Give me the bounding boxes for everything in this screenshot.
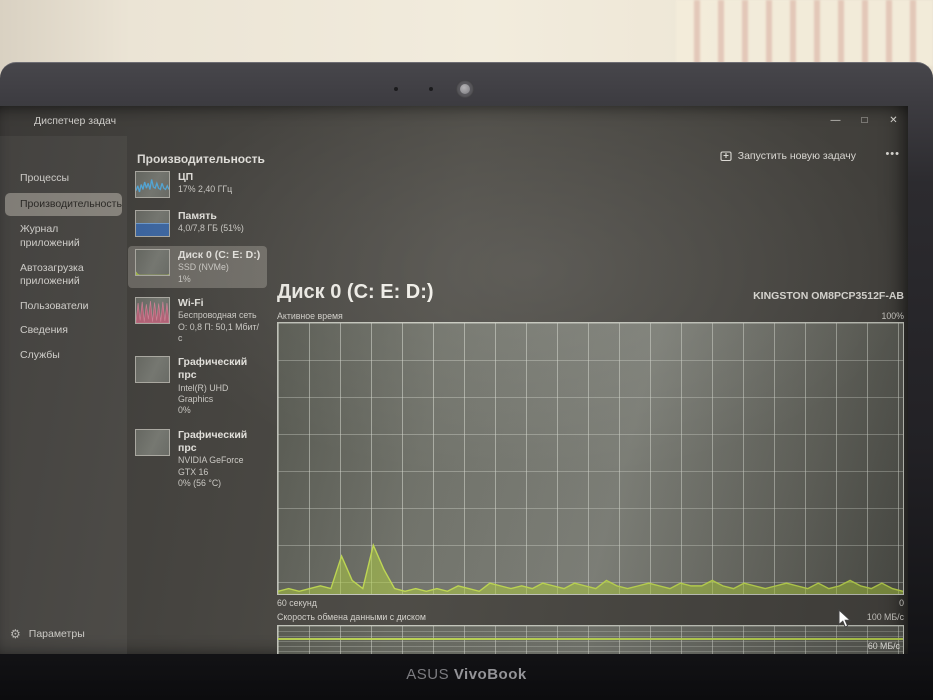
memory-mini-chart: [135, 210, 170, 237]
chart2-label: Скорость обмена данными с диском: [277, 612, 426, 622]
laptop-screen: Диспетчер задач — □ ✕ Процессы Производи…: [0, 106, 908, 654]
mouse-cursor: [838, 608, 852, 634]
sidebar-item-app-history[interactable]: Журнал приложений: [20, 223, 80, 249]
gpu0-mini-chart: [135, 356, 170, 384]
maximize-icon[interactable]: □: [861, 115, 868, 126]
microphone-dot: [429, 87, 433, 91]
wifi-mini-chart: [135, 296, 170, 324]
laptop-bezel: Диспетчер задач — □ ✕ Процессы Производи…: [0, 62, 933, 700]
run-new-task-label: Запустить новую задачу: [737, 150, 856, 162]
window-title: Диспетчер задач: [34, 115, 117, 127]
webcam: [456, 80, 474, 98]
tile-gpu-nvidia[interactable]: Графический прс NVIDIA GeForce GTX 16 0%…: [131, 426, 267, 493]
brand-asus: ASUS: [406, 666, 450, 683]
settings-button[interactable]: ⚙ Параметры: [10, 627, 85, 641]
chart1-x-left: 60 секунд: [277, 598, 317, 608]
run-new-task-button[interactable]: Запустить новую задачу: [720, 150, 856, 162]
cpu-mini-chart: [135, 171, 170, 198]
sidebar-item-startup-apps[interactable]: Автозагрузка приложений: [20, 261, 84, 288]
performance-tile-list: ЦП 17% 2,40 ГГц Память 4,0/7,8 ГБ (51%) …: [128, 168, 267, 493]
laptop-brand: ASUS VivoBook: [406, 666, 526, 683]
disk-title: Диск 0 (C: E: D:): [277, 281, 434, 303]
sidebar-item-details[interactable]: Сведения: [20, 324, 68, 337]
threshold-line: [278, 638, 903, 641]
chart1-label: Активное время: [277, 311, 343, 321]
sidebar-item-processes[interactable]: Процессы: [20, 172, 70, 184]
microphone-dot: [394, 87, 398, 91]
window-titlebar: Диспетчер задач — □ ✕: [0, 106, 908, 136]
chart2-max: 100 МБ/с: [866, 612, 904, 622]
chart1-x-right: 0: [899, 598, 904, 608]
more-options-icon[interactable]: •••: [885, 148, 900, 160]
disk-mini-chart: [135, 249, 170, 276]
page-title: Производительность: [137, 152, 265, 166]
tile-cpu[interactable]: ЦП 17% 2,40 ГГц: [131, 168, 267, 201]
settings-label: Параметры: [28, 628, 85, 640]
chart1-max: 100%: [881, 311, 905, 321]
throughput-chart: 60 МБ/с: [277, 625, 904, 654]
tile-memory[interactable]: Память 4,0/7,8 ГБ (51%): [131, 207, 267, 240]
sidebar: Процессы Производительность Журнал прило…: [0, 136, 127, 654]
disk-detail-panel: Диск 0 (C: E: D:) KINGSTON OM8PCP3512F-A…: [277, 281, 905, 654]
minimize-icon[interactable]: —: [830, 115, 841, 126]
sidebar-item-performance[interactable]: Производительность: [5, 192, 122, 217]
brand-vivobook: VivoBook: [453, 666, 527, 683]
active-time-chart: [277, 322, 904, 595]
tile-disk0[interactable]: Диск 0 (C: E: D:) SSD (NVMe) 1%: [128, 246, 267, 288]
gpu1-mini-chart: [135, 428, 170, 456]
tile-wifi[interactable]: Wi-Fi Беспроводная сеть О: 0,8 П: 50,1 М…: [131, 294, 267, 347]
run-new-task-icon: [720, 151, 732, 162]
webcam-lens: [460, 84, 470, 94]
tile-gpu-intel[interactable]: Графический прс Intel(R) UHD Graphics 0%: [131, 353, 267, 420]
wall-stripes: [676, 0, 933, 66]
device-name: KINGSTON OM8PCP3512F-AB: [753, 290, 904, 302]
sidebar-item-users[interactable]: Пользователи: [20, 299, 89, 312]
gear-icon: ⚙: [10, 627, 21, 641]
sidebar-item-services[interactable]: Службы: [20, 349, 60, 362]
close-icon[interactable]: ✕: [889, 115, 898, 126]
threshold-label: 60 МБ/с: [867, 641, 900, 652]
